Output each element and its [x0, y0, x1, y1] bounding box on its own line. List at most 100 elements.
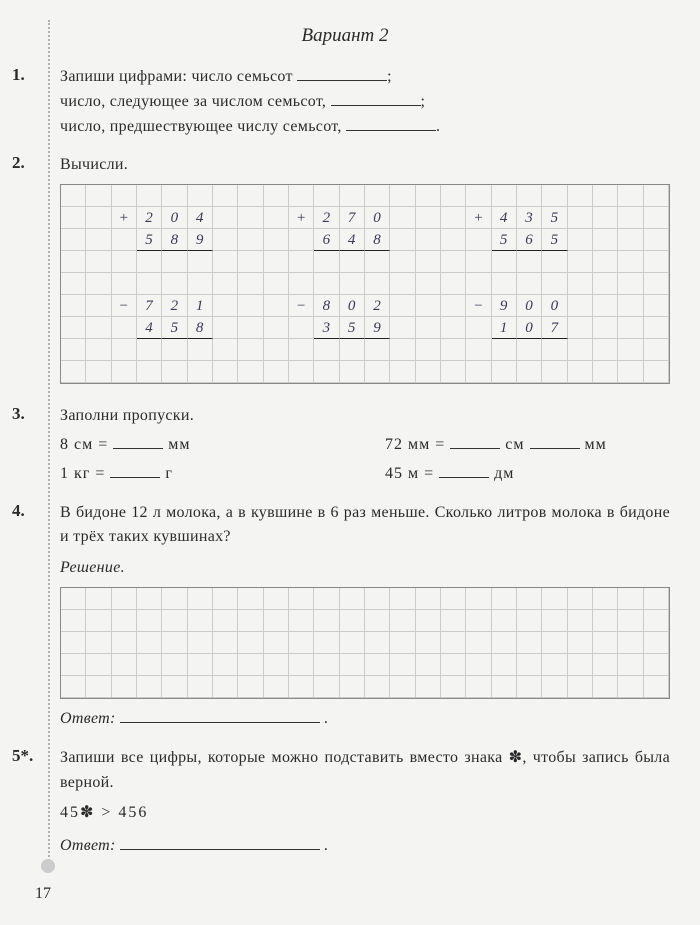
grid-cell[interactable]: [264, 676, 289, 698]
grid-cell[interactable]: [644, 229, 669, 251]
grid-cell[interactable]: [213, 229, 238, 251]
grid-cell[interactable]: [314, 588, 339, 610]
grid-cell[interactable]: [213, 339, 238, 361]
grid-cell[interactable]: [238, 654, 263, 676]
grid-cell[interactable]: [188, 339, 213, 361]
grid-cell[interactable]: [112, 588, 137, 610]
grid-cell[interactable]: [289, 339, 314, 361]
grid-cell[interactable]: [340, 610, 365, 632]
grid-cell[interactable]: [390, 610, 415, 632]
grid-cell[interactable]: [568, 361, 593, 383]
grid-cell[interactable]: [593, 588, 618, 610]
grid-cell[interactable]: [466, 654, 491, 676]
grid-cell[interactable]: [416, 339, 441, 361]
grid-cell[interactable]: [644, 632, 669, 654]
grid-cell[interactable]: [213, 317, 238, 339]
grid-cell[interactable]: [86, 610, 111, 632]
grid-cell[interactable]: [340, 251, 365, 273]
grid-cell[interactable]: 6: [314, 229, 339, 251]
grid-cell[interactable]: [466, 339, 491, 361]
grid-cell[interactable]: [466, 251, 491, 273]
grid-cell[interactable]: [618, 361, 643, 383]
grid-cell[interactable]: [213, 588, 238, 610]
grid-cell[interactable]: [517, 588, 542, 610]
grid-cell[interactable]: [568, 185, 593, 207]
calc-grid[interactable]: +204+270+435589648565−721−802−9004583591…: [60, 184, 670, 384]
grid-cell[interactable]: [162, 654, 187, 676]
grid-cell[interactable]: [238, 295, 263, 317]
grid-cell[interactable]: [441, 251, 466, 273]
grid-cell[interactable]: [61, 339, 86, 361]
grid-cell[interactable]: [86, 185, 111, 207]
grid-cell[interactable]: [441, 610, 466, 632]
grid-cell[interactable]: −: [112, 295, 137, 317]
grid-cell[interactable]: [112, 229, 137, 251]
grid-cell[interactable]: 5: [340, 317, 365, 339]
grid-cell[interactable]: [86, 361, 111, 383]
grid-cell[interactable]: 7: [137, 295, 162, 317]
grid-cell[interactable]: [264, 251, 289, 273]
grid-cell[interactable]: [188, 676, 213, 698]
grid-cell[interactable]: [86, 588, 111, 610]
grid-cell[interactable]: [238, 632, 263, 654]
grid-cell[interactable]: [416, 654, 441, 676]
grid-cell[interactable]: 8: [314, 295, 339, 317]
grid-cell[interactable]: [593, 229, 618, 251]
grid-cell[interactable]: [61, 676, 86, 698]
grid-cell[interactable]: [542, 273, 567, 295]
grid-cell[interactable]: [416, 610, 441, 632]
grid-cell[interactable]: [289, 317, 314, 339]
grid-cell[interactable]: [416, 295, 441, 317]
blank[interactable]: [297, 65, 387, 81]
grid-cell[interactable]: [112, 361, 137, 383]
grid-cell[interactable]: [441, 588, 466, 610]
grid-cell[interactable]: [264, 229, 289, 251]
grid-cell[interactable]: [365, 251, 390, 273]
grid-cell[interactable]: [289, 654, 314, 676]
grid-cell[interactable]: [162, 273, 187, 295]
grid-cell[interactable]: [86, 654, 111, 676]
grid-cell[interactable]: 8: [162, 229, 187, 251]
grid-cell[interactable]: [86, 295, 111, 317]
grid-cell[interactable]: [542, 361, 567, 383]
grid-cell[interactable]: [441, 361, 466, 383]
grid-cell[interactable]: [593, 654, 618, 676]
grid-cell[interactable]: [492, 273, 517, 295]
grid-cell[interactable]: [61, 632, 86, 654]
grid-cell[interactable]: [517, 676, 542, 698]
grid-cell[interactable]: [568, 339, 593, 361]
grid-cell[interactable]: [289, 229, 314, 251]
grid-cell[interactable]: [137, 185, 162, 207]
grid-cell[interactable]: [644, 317, 669, 339]
grid-cell[interactable]: [492, 632, 517, 654]
grid-cell[interactable]: 6: [517, 229, 542, 251]
grid-cell[interactable]: [188, 632, 213, 654]
grid-cell[interactable]: [618, 632, 643, 654]
grid-cell[interactable]: 3: [314, 317, 339, 339]
grid-cell[interactable]: 8: [365, 229, 390, 251]
grid-cell[interactable]: [238, 207, 263, 229]
grid-cell[interactable]: [441, 317, 466, 339]
grid-cell[interactable]: [365, 588, 390, 610]
grid-cell[interactable]: [238, 273, 263, 295]
grid-cell[interactable]: −: [289, 295, 314, 317]
grid-cell[interactable]: [162, 676, 187, 698]
grid-cell[interactable]: 7: [340, 207, 365, 229]
grid-cell[interactable]: [238, 588, 263, 610]
grid-cell[interactable]: [289, 361, 314, 383]
grid-cell[interactable]: [61, 654, 86, 676]
grid-cell[interactable]: [441, 339, 466, 361]
grid-cell[interactable]: +: [112, 207, 137, 229]
grid-cell[interactable]: [314, 654, 339, 676]
grid-cell[interactable]: [618, 339, 643, 361]
grid-cell[interactable]: [238, 185, 263, 207]
grid-cell[interactable]: [441, 295, 466, 317]
grid-cell[interactable]: [542, 632, 567, 654]
grid-cell[interactable]: [238, 251, 263, 273]
grid-cell[interactable]: [340, 339, 365, 361]
grid-cell[interactable]: [441, 676, 466, 698]
grid-cell[interactable]: 5: [492, 229, 517, 251]
grid-cell[interactable]: [137, 588, 162, 610]
grid-cell[interactable]: [390, 251, 415, 273]
grid-cell[interactable]: 4: [137, 317, 162, 339]
